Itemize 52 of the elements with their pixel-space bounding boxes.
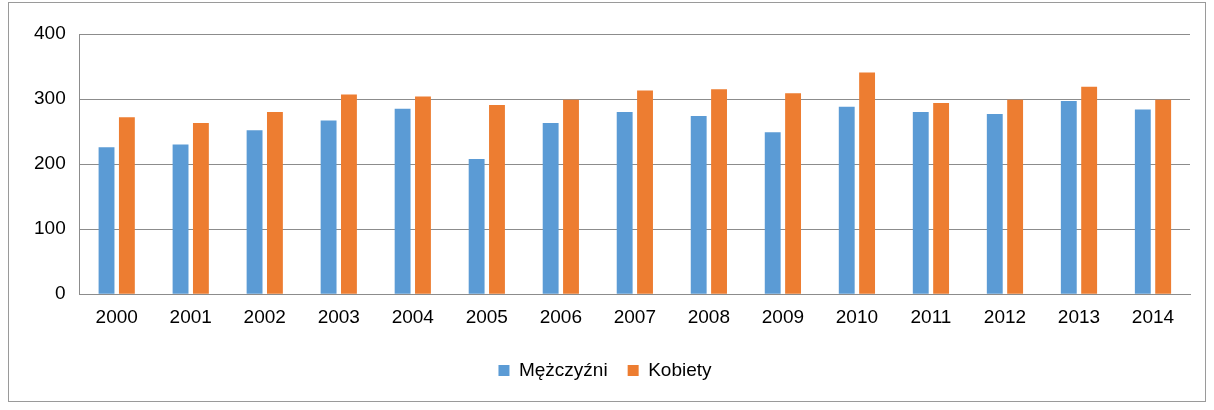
x-tick-label: 2013 <box>1057 305 1101 327</box>
bar <box>172 144 189 294</box>
x-tick-label: 2007 <box>613 305 656 327</box>
bar <box>415 96 431 294</box>
bar <box>246 130 263 294</box>
bar <box>320 120 337 294</box>
bar <box>690 115 707 294</box>
x-tick-label: 2000 <box>95 305 138 327</box>
y-tick-label: 400 <box>34 22 66 44</box>
bar <box>637 90 653 294</box>
x-tick-label: 2003 <box>317 305 360 327</box>
bar <box>986 114 1003 294</box>
bar <box>542 123 559 294</box>
y-tick-label: 100 <box>34 217 66 239</box>
x-tick-label: 2011 <box>910 305 952 327</box>
bar <box>394 108 411 294</box>
bar <box>563 99 579 294</box>
x-tick-label: 2006 <box>539 305 582 327</box>
x-tick-label: 2010 <box>835 305 879 327</box>
x-tick-label: 2008 <box>687 305 731 327</box>
bar <box>489 104 505 294</box>
bar <box>1081 86 1098 294</box>
bar <box>1007 99 1024 294</box>
bar <box>266 112 283 294</box>
bar <box>1155 99 1172 294</box>
bar <box>859 72 876 294</box>
bar <box>933 102 950 294</box>
x-tick-label: 2012 <box>983 305 1027 327</box>
y-tick-label: 0 <box>55 282 66 304</box>
bar <box>764 132 781 294</box>
x-tick-label: 2001 <box>169 305 212 327</box>
bar <box>192 123 209 294</box>
x-tick-label: 2004 <box>391 305 435 327</box>
y-tick-label: 300 <box>34 87 66 109</box>
bar <box>616 112 633 294</box>
bar <box>98 147 115 294</box>
legend-label: Kobiety <box>648 358 713 380</box>
x-tick-label: 2005 <box>465 305 508 327</box>
x-tick-label: 2002 <box>243 305 286 327</box>
legend-label: Mężczyźni <box>518 358 608 380</box>
bar <box>912 112 929 294</box>
bar <box>1134 109 1151 294</box>
x-tick-label: 2009 <box>761 305 805 327</box>
x-tick-label: 2014 <box>1131 305 1175 327</box>
y-tick-label: 200 <box>34 152 66 174</box>
bar <box>838 106 855 294</box>
bar <box>468 158 485 294</box>
bar <box>711 89 727 294</box>
bar <box>118 117 135 294</box>
bar <box>341 94 357 294</box>
bar <box>1060 101 1077 294</box>
bar <box>785 93 802 294</box>
